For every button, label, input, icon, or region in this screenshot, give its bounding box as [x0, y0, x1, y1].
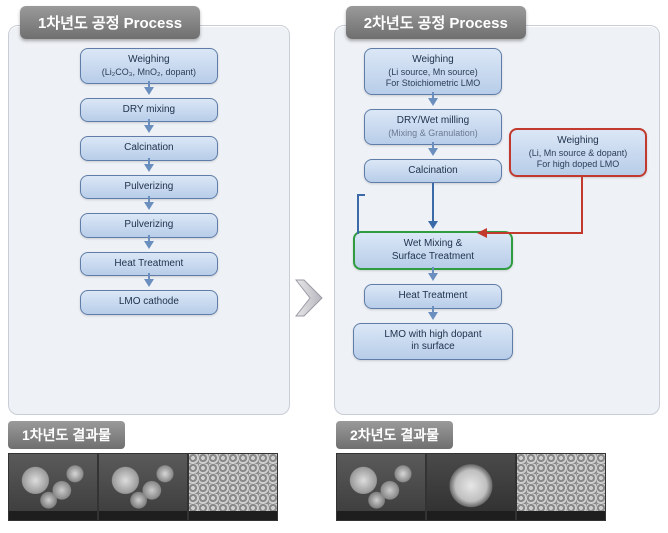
arrow-icon — [144, 241, 154, 249]
node-label: Calcination — [373, 165, 493, 178]
p2-side-weighing: Weighing (Li, Mn source & dopant) For hi… — [509, 128, 647, 177]
arrow-icon — [144, 202, 154, 210]
process2-column: 2차년도 공정 Process Weighing (Li source, Mn … — [334, 6, 660, 415]
node-label: Heat Treatment — [89, 258, 209, 271]
p2-node-weighing: Weighing (Li source, Mn source) For Stoi… — [364, 48, 502, 95]
sem-image — [516, 453, 606, 521]
blue-connector-icon — [423, 183, 443, 231]
process1-title: 1차년도 공정 Process — [20, 6, 200, 39]
process1-column: 1차년도 공정 Process Weighing (Li₂CO₃, MnO₂, … — [8, 6, 290, 415]
arrow-icon — [428, 312, 438, 320]
node-label: Weighing — [89, 54, 209, 67]
p2-node-calcination: Calcination — [364, 159, 502, 184]
arrow-icon — [144, 125, 154, 133]
node-label2: Surface Treatment — [363, 251, 503, 264]
blue-connector-stub — [357, 194, 365, 196]
results2-title: 2차년도 결과물 — [336, 421, 453, 449]
sem-image — [8, 453, 98, 521]
big-arrow-icon — [294, 278, 324, 323]
node-sub: (Li, Mn source & dopant) — [519, 148, 637, 159]
arrow-icon — [144, 164, 154, 172]
results2-column: 2차년도 결과물 — [336, 419, 606, 521]
sem-image — [188, 453, 278, 521]
results1-title: 1차년도 결과물 — [8, 421, 125, 449]
process1-flow: Weighing (Li₂CO₃, MnO₂, dopant) DRY mixi… — [19, 48, 279, 315]
node-label2: in surface — [362, 341, 504, 354]
node-label: Heat Treatment — [373, 290, 493, 303]
top-section: 1차년도 공정 Process Weighing (Li₂CO₃, MnO₂, … — [0, 0, 668, 419]
results1-column: 1차년도 결과물 — [8, 419, 278, 521]
node-label: DRY mixing — [89, 104, 209, 117]
process1-panel: Weighing (Li₂CO₃, MnO₂, dopant) DRY mixi… — [8, 25, 290, 415]
process2-panel: Weighing (Li source, Mn source) For Stoi… — [334, 25, 660, 415]
arrow-icon — [428, 148, 438, 156]
process2-main-flow: Weighing (Li source, Mn source) For Stoi… — [345, 48, 521, 360]
blue-connector-v — [357, 194, 359, 234]
process2-title: 2차년도 공정 Process — [346, 6, 526, 39]
node-label: Pulverizing — [89, 219, 209, 232]
node-sub: (Li₂CO₃, MnO₂, dopant) — [89, 67, 209, 78]
node-label: LMO cathode — [89, 296, 209, 309]
node-label: Weighing — [373, 54, 493, 67]
node-sub2: For high doped LMO — [519, 159, 637, 170]
results1-images — [8, 453, 278, 521]
node-sub: (Li source, Mn source) — [373, 67, 493, 78]
arrow-icon — [428, 98, 438, 106]
sem-image — [336, 453, 426, 521]
red-connector-v — [581, 176, 583, 232]
p1-node-lmo-cathode: LMO cathode — [80, 290, 218, 315]
red-arrowhead-icon — [475, 226, 487, 240]
node-label: Weighing — [519, 135, 637, 148]
sem-image — [98, 453, 188, 521]
node-label: Calcination — [89, 142, 209, 155]
sem-image — [426, 453, 516, 521]
results2-images — [336, 453, 606, 521]
node-label: Wet Mixing & — [363, 238, 503, 251]
arrow-icon — [428, 273, 438, 281]
arrow-icon — [144, 279, 154, 287]
node-label: Pulverizing — [89, 181, 209, 194]
p2-node-wet-mixing: Wet Mixing & Surface Treatment — [353, 231, 513, 270]
p2-node-milling: DRY/Wet milling (Mixing & Granulation) — [364, 109, 502, 145]
results-row: 1차년도 결과물 2차년도 결과물 — [0, 419, 668, 521]
node-label: DRY/Wet milling — [373, 115, 493, 128]
p2-node-lmo-surface: LMO with high dopant in surface — [353, 323, 513, 360]
p1-node-weighing: Weighing (Li₂CO₃, MnO₂, dopant) — [80, 48, 218, 84]
node-sub2: For Stoichiometric LMO — [373, 78, 493, 89]
node-sub: (Mixing & Granulation) — [373, 128, 493, 139]
process2-wrap: Weighing (Li source, Mn source) For Stoi… — [345, 48, 649, 402]
node-label: LMO with high dopant — [362, 329, 504, 342]
arrow-icon — [144, 87, 154, 95]
red-connector-h — [483, 232, 583, 234]
